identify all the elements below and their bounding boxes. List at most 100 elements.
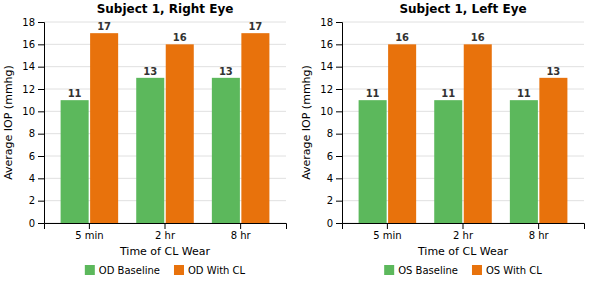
- tick: 2: [29, 195, 44, 206]
- tick-label: 8: [29, 128, 35, 139]
- axis-line: [45, 224, 287, 230]
- x-axis: 5 min2 hr8 hr: [343, 223, 585, 241]
- tick-label: 0: [29, 218, 35, 229]
- legend-item: OD With CL: [174, 265, 246, 276]
- tick: 2: [327, 195, 342, 206]
- data-label: 13: [219, 66, 233, 77]
- bar: [61, 100, 89, 223]
- grid: [44, 22, 286, 223]
- tick: 10: [22, 106, 44, 117]
- tick-mark: [336, 201, 342, 202]
- tick: 8 hr: [529, 223, 550, 241]
- tick-mark: [336, 44, 342, 45]
- tick: 6: [327, 151, 342, 162]
- legend-label: OS Baseline: [398, 265, 458, 276]
- tick-label: 6: [327, 151, 333, 162]
- panel: 0246810121416185 min2 hr8 hr111111161613…: [300, 2, 585, 276]
- bar: [539, 78, 567, 223]
- data-label: 13: [546, 66, 560, 77]
- data-labels: 111313171617: [68, 21, 263, 99]
- tick-label: 16: [22, 39, 35, 50]
- legend: OD Baseline OD With CL: [85, 265, 246, 276]
- tick-label: 6: [29, 151, 35, 162]
- tick: 14: [22, 61, 44, 72]
- tick-label: 14: [320, 61, 333, 72]
- tick-label: 8 hr: [231, 230, 252, 241]
- tick-label: 5 min: [75, 230, 103, 241]
- data-label: 17: [97, 21, 111, 32]
- tick-label: 0: [327, 218, 333, 229]
- tick: 10: [320, 106, 342, 117]
- data-labels: 111111161613: [366, 32, 561, 99]
- title: Subject 1, Left Eye: [399, 2, 526, 16]
- tick: 0: [327, 218, 342, 229]
- tick-mark: [38, 156, 44, 157]
- tick-label: 10: [22, 106, 35, 117]
- tick-mark: [38, 201, 44, 202]
- data-label: 13: [143, 66, 157, 77]
- tick: 0: [29, 218, 44, 229]
- tick-mark: [336, 22, 342, 23]
- data-label: 11: [68, 88, 82, 99]
- bar: [212, 78, 240, 223]
- legend-swatch: [384, 265, 394, 275]
- y-axis: 0 2 4 6 8 10 12 14 16 18: [320, 17, 342, 229]
- panel: 0246810121416185 min2 hr8 hr111313171617…: [2, 2, 287, 276]
- tick: 8: [327, 128, 342, 139]
- tick-mark: [89, 223, 90, 229]
- tick-mark: [38, 223, 44, 224]
- tick: 5 min: [75, 223, 103, 241]
- bars: [359, 44, 568, 223]
- tick-label: 18: [320, 17, 333, 28]
- tick-mark: [38, 111, 44, 112]
- tick: 18: [320, 17, 342, 28]
- legend: OS Baseline OS With CL: [384, 265, 542, 276]
- chart-root: 0246810121416185 min2 hr8 hr111313171617…: [0, 0, 596, 285]
- legend-label: OS With CL: [486, 265, 542, 276]
- tick-label: 10: [320, 106, 333, 117]
- x-axis: 5 min 2 hr 8 hr: [45, 223, 287, 241]
- axis-line: [336, 23, 343, 224]
- tick-label: 18: [22, 17, 35, 28]
- legend-swatch: [174, 265, 184, 275]
- tick-label: 8: [327, 128, 333, 139]
- tick-label: 2 hr: [155, 230, 176, 241]
- tick: 6: [29, 151, 44, 162]
- tick-label: 12: [22, 84, 35, 95]
- tick: 18: [22, 17, 44, 28]
- bar: [464, 44, 492, 223]
- y-label: Average IOP (mmhg): [300, 65, 313, 180]
- tick-mark: [336, 178, 342, 179]
- data-label: 16: [395, 32, 409, 43]
- tick: 8: [29, 128, 44, 139]
- tick: 12: [320, 84, 342, 95]
- bar: [434, 100, 462, 223]
- bar: [166, 44, 194, 223]
- tick-mark: [538, 223, 539, 229]
- tick-mark: [38, 22, 44, 23]
- tick-label: 16: [320, 39, 333, 50]
- data-label: 11: [441, 88, 455, 99]
- tick-mark: [38, 67, 44, 68]
- tick-label: 4: [327, 173, 333, 184]
- bar: [241, 33, 269, 223]
- tick-mark: [336, 223, 342, 224]
- tick-mark: [240, 223, 241, 229]
- legend-label: OD With CL: [188, 265, 246, 276]
- legend-label: OD Baseline: [99, 265, 160, 276]
- tick-label: 14: [22, 61, 35, 72]
- tick: 5 min: [373, 223, 401, 241]
- tick-mark: [336, 156, 342, 157]
- y-axis: 024681012141618: [22, 17, 44, 229]
- bar: [136, 78, 164, 223]
- tick-mark: [336, 89, 342, 90]
- tick: 4: [327, 173, 342, 184]
- tick-mark: [165, 223, 166, 229]
- tick-mark: [38, 89, 44, 90]
- title: Subject 1, Right Eye: [97, 2, 234, 16]
- x-label: Time of CL Wear: [119, 245, 211, 258]
- tick: 8 hr: [231, 223, 252, 241]
- tick-mark: [38, 134, 44, 135]
- data-label: 16: [173, 32, 187, 43]
- tick-label: 2: [29, 195, 35, 206]
